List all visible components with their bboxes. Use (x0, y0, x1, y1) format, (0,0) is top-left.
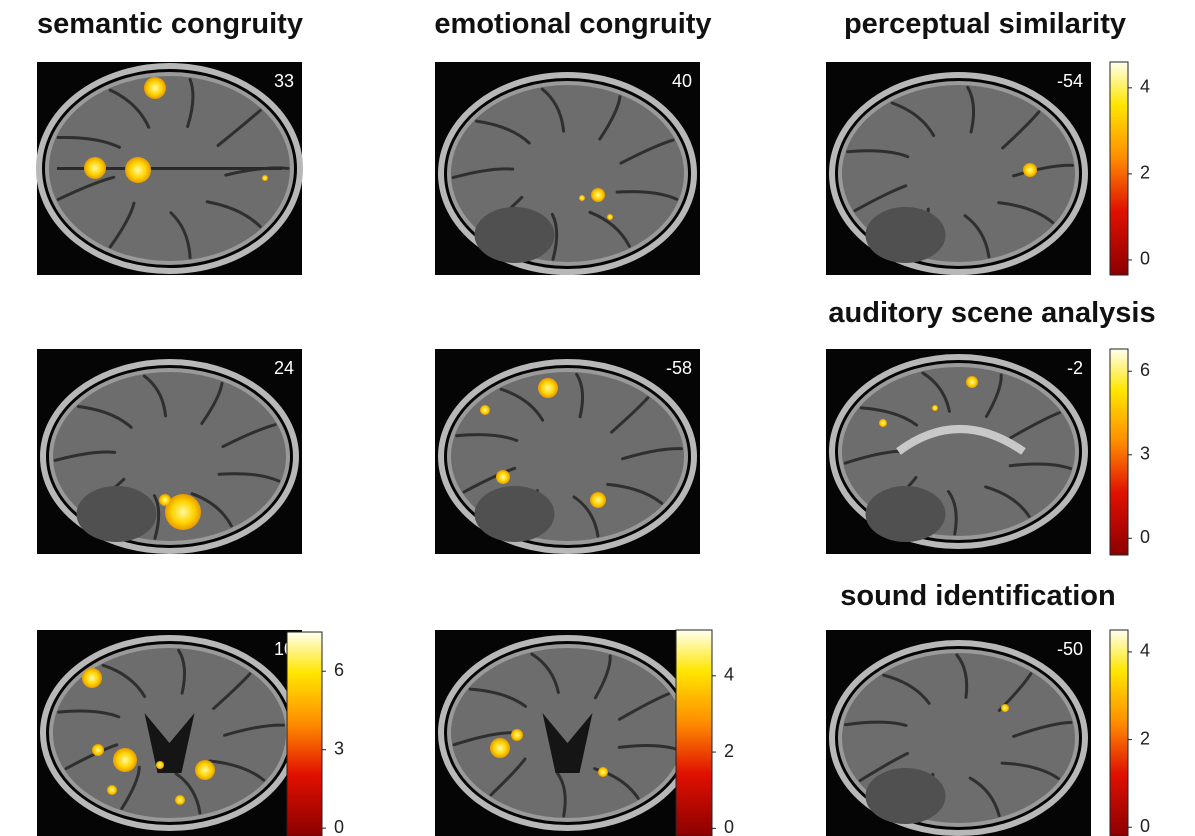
brain (449, 646, 686, 820)
activation (579, 195, 585, 201)
colorbar: 0 2 4 (676, 630, 734, 836)
colorbar-gradient (1110, 62, 1128, 275)
activation (113, 748, 137, 772)
colorbar-gradient (1110, 630, 1128, 836)
colorbar-gradient (287, 632, 322, 836)
activation (159, 494, 171, 506)
activation (1023, 163, 1037, 177)
slice-label: 33 (274, 71, 294, 91)
activation (538, 378, 558, 398)
figure: semantic congruity emotional congruity per… (0, 0, 1195, 836)
activation (262, 175, 268, 181)
cerebellum (77, 486, 157, 542)
cerebellum (866, 207, 946, 263)
colorbar-tick-label: 2 (1140, 163, 1150, 183)
colorbar-tick-label: 0 (1140, 527, 1150, 547)
slice-label: 40 (672, 71, 692, 91)
colorbar-gradient (676, 630, 712, 836)
colorbar-tick-label: 4 (1140, 641, 1150, 661)
cerebellum (475, 207, 555, 263)
colorbar: 0 2 4 (1110, 630, 1150, 836)
activation (607, 214, 613, 220)
activation (490, 738, 510, 758)
panel-title: perceptual similarity (844, 8, 1126, 40)
activation (125, 157, 151, 183)
colorbar-tick-label: 6 (1140, 360, 1150, 380)
slice-label: -50 (1057, 639, 1083, 659)
brain-image: 40 (435, 62, 700, 275)
panel-title: emotional congruity (434, 8, 711, 40)
activation (84, 157, 106, 179)
colorbar: 0 3 6 (287, 632, 344, 836)
activation (107, 785, 117, 795)
activation (92, 744, 104, 756)
activation (144, 77, 166, 99)
cerebellum (475, 486, 555, 542)
activation (966, 376, 978, 388)
cerebellum (866, 486, 946, 542)
activation (598, 767, 608, 777)
brain-image: -50 (826, 630, 1091, 836)
slice-label: -54 (1057, 71, 1083, 91)
colorbar-tick-label: 2 (724, 741, 734, 761)
colorbar-tick-label: 0 (724, 817, 734, 836)
colorbar: 0 2 4 (1110, 62, 1150, 275)
activation (932, 405, 938, 411)
colorbar-tick-label: 4 (724, 665, 734, 685)
activation (175, 795, 185, 805)
colorbar-tick-label: 6 (334, 660, 344, 680)
brain-image: 24 (37, 349, 302, 554)
colorbar-tick-label: 2 (1140, 728, 1150, 748)
brain-image: 0 (435, 630, 700, 836)
brain-image: -54 (826, 62, 1091, 275)
brain-image: -58 (435, 349, 700, 554)
colorbar-tick-label: 0 (334, 817, 344, 836)
brain-image: 10 (37, 630, 302, 836)
brain-image: 33 (37, 62, 302, 275)
colorbar: 0 3 6 (1110, 349, 1150, 555)
activation (496, 470, 510, 484)
activation (511, 729, 523, 741)
colorbar-gradient (1110, 349, 1128, 555)
activation (591, 188, 605, 202)
panel-title: sound identification (840, 580, 1116, 612)
colorbar-tick-label: 3 (334, 738, 344, 758)
activation (82, 668, 102, 688)
panel-title: auditory scene analysis (828, 297, 1155, 329)
activation (590, 492, 606, 508)
cerebellum (866, 768, 946, 824)
activation (480, 405, 490, 415)
activation (195, 760, 215, 780)
activation (1001, 704, 1009, 712)
slice-label: -2 (1067, 358, 1083, 378)
slice-label: 24 (274, 358, 294, 378)
colorbar-tick-label: 0 (1140, 249, 1150, 269)
brain-image: -2 (826, 349, 1091, 554)
colorbar-tick-label: 3 (1140, 444, 1150, 464)
panel-title: semantic congruity (37, 8, 303, 40)
colorbar-tick-label: 4 (1140, 77, 1150, 97)
activation (156, 761, 164, 769)
colorbar-tick-label: 0 (1140, 816, 1150, 836)
slice-label: -58 (666, 358, 692, 378)
activation (879, 419, 887, 427)
